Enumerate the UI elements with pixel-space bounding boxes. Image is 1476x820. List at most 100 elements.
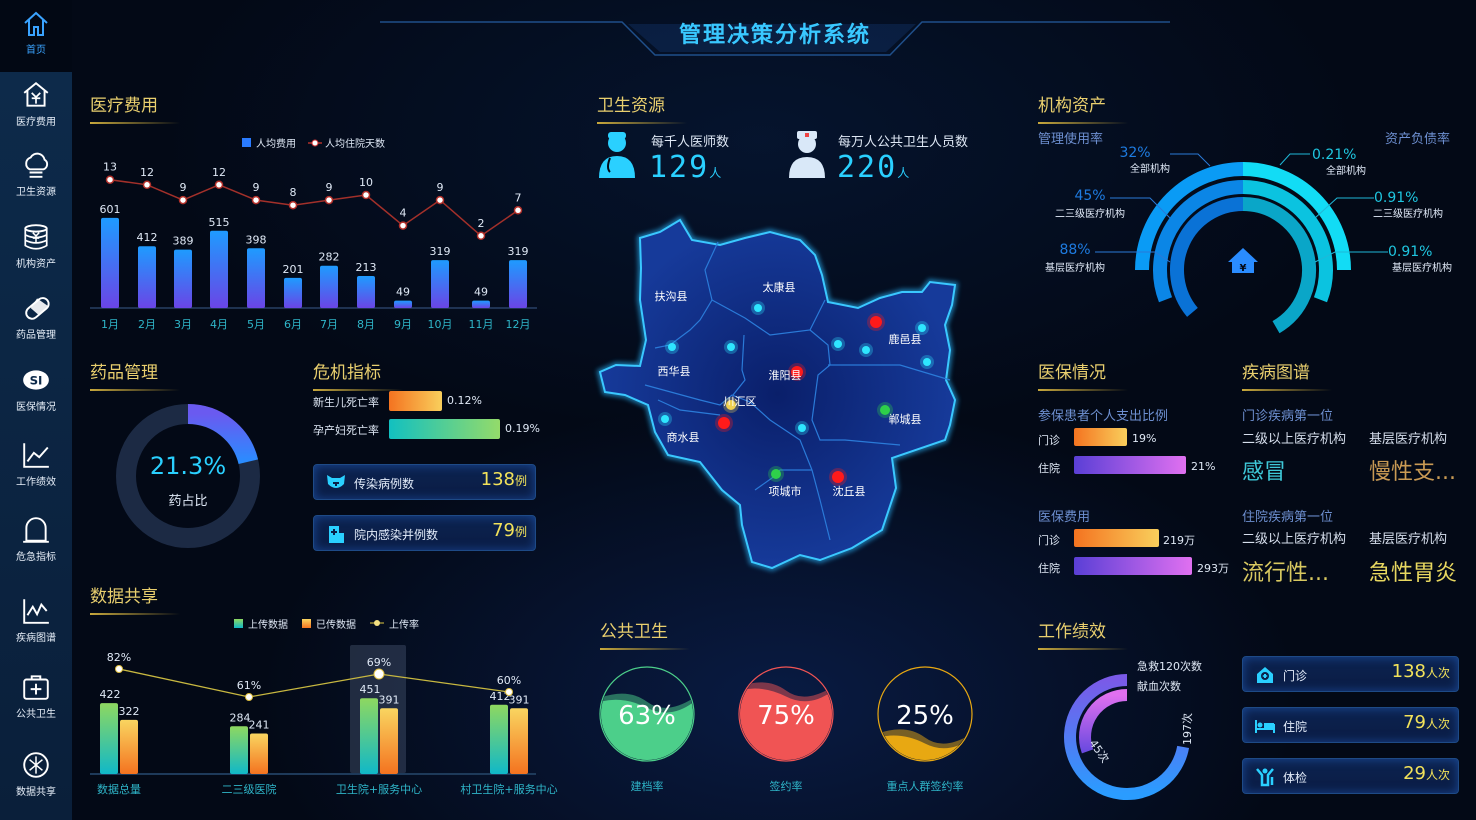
card-value: 79人次 — [1403, 712, 1450, 733]
emergency-value: 197次 — [1180, 713, 1194, 745]
inpatient-cost-value: 293万 — [1197, 562, 1229, 575]
pill-icon — [25, 297, 50, 320]
hospital-infection-card[interactable]: 院内感染并例数 79例 — [313, 515, 536, 551]
bed-icon — [1255, 720, 1275, 733]
bar-cost — [394, 300, 412, 308]
liquid-gauge-label: 签约率 — [770, 779, 803, 793]
point-label: 9 — [180, 181, 187, 194]
bar-label: 389 — [173, 235, 194, 248]
maternal-mortality-label: 孕产妇死亡率 — [313, 424, 379, 437]
line-chart-icon — [23, 443, 49, 468]
nurse-icon — [789, 131, 825, 178]
sidebar — [0, 72, 72, 820]
bar-transferred — [250, 733, 268, 774]
bar-cost — [138, 246, 156, 308]
card-number: 79 — [1403, 712, 1426, 733]
column-secondary-hospitals: 二级以上医疗机构 — [1242, 532, 1347, 547]
point-days — [288, 200, 298, 210]
point-rate — [245, 693, 253, 701]
doctor-icon — [599, 132, 635, 178]
bar-cost — [357, 276, 375, 308]
sidebar-item-3[interactable]: 机构资产 — [0, 222, 72, 270]
point-days — [142, 180, 152, 190]
section-title-public-health: 公共卫生 — [600, 617, 690, 650]
sidebar-item-1[interactable]: 医疗费用 — [0, 80, 72, 128]
share-icon — [23, 752, 49, 778]
infectious-cases-card[interactable]: 传染病例数 138例 — [313, 464, 536, 500]
bar-uploaded — [360, 698, 378, 774]
section-title-health-resources: 卫生资源 — [597, 91, 687, 124]
data-share-chart: 上传数据 已传数据 上传率422322数据总量284241二三级医院451391卫生… — [90, 618, 558, 796]
point-days — [178, 195, 188, 205]
header-frame — [380, 21, 1170, 56]
performance-card-2[interactable]: 住院 79人次 — [1242, 707, 1459, 743]
point-rate — [505, 688, 513, 696]
bar-cost — [284, 277, 302, 308]
liquid-fill — [740, 688, 832, 760]
inpatient-label: 住院 — [1038, 462, 1060, 475]
x-tick-label: 3月 — [174, 318, 192, 331]
inpatient-top-disease-secondary: 流行性... — [1242, 561, 1329, 586]
x-tick-label: 5月 — [247, 318, 265, 331]
sidebar-item-home[interactable]: 首页 — [0, 0, 72, 72]
sidebar-item-8[interactable]: 疾病图谱 — [0, 596, 72, 644]
bar-label: 391 — [379, 693, 400, 706]
neonatal-mortality-value: 0.12% — [447, 394, 482, 407]
public-health-gauges: 63% 建档率 75% 签约率 25% 重点人群签约率 — [599, 666, 973, 793]
bar-label: 284 — [230, 711, 251, 724]
public-health-staff-value: 220人 — [837, 150, 911, 185]
point-days — [324, 195, 334, 205]
legend-marker-rate — [374, 620, 380, 626]
x-tick-label: 1月 — [101, 318, 119, 331]
public-health-staff-label: 每万人公共卫生人员数 — [838, 135, 969, 150]
section-title-drugs: 药品管理 — [90, 358, 180, 391]
sidebar-item-label: 药品管理 — [16, 330, 56, 341]
performance-card-3[interactable]: 体检 29人次 — [1242, 758, 1459, 794]
point-label: 61% — [237, 679, 261, 692]
svg-text:SI: SI — [30, 373, 43, 387]
personal-expense-ratio-title: 参保患者个人支出比例 — [1038, 409, 1169, 424]
line-rate — [118, 668, 510, 698]
sidebar-item-6[interactable]: 工作绩效 — [0, 440, 72, 488]
sidebar-item-5[interactable]: SI 医保情况 — [0, 365, 72, 413]
bar-label: 282 — [319, 251, 340, 264]
card-unit: 例 — [514, 525, 527, 539]
house-yuan-icon — [23, 81, 49, 107]
section-title-medical-cost: 医疗费用 — [90, 91, 180, 124]
sidebar-item-9[interactable]: 公共卫生 — [0, 672, 72, 720]
sidebar-item-label: 工作绩效 — [16, 477, 56, 488]
bar-label: 322 — [119, 705, 140, 718]
sidebar-item-label: 危急指标 — [16, 552, 56, 563]
stat-unit: 人 — [709, 166, 724, 180]
point-label: 4 — [400, 207, 407, 220]
inpatient-disease-title: 住院疾病第一位 — [1242, 510, 1334, 525]
liquid-gauge-ring — [599, 666, 695, 762]
point-label: 10 — [359, 176, 373, 189]
inpatient-label: 住院 — [1038, 562, 1060, 575]
medical-kit-icon — [23, 675, 49, 700]
maternal-mortality-value: 0.19% — [505, 422, 540, 435]
bar-label: 49 — [474, 286, 488, 299]
bar-cost — [174, 249, 192, 308]
performance-card-1[interactable]: 门诊 138人次 — [1242, 656, 1459, 692]
legend-label: 上传率 — [389, 618, 419, 631]
point-label: 9 — [326, 181, 333, 194]
legend-swatch-uploaded — [234, 619, 243, 628]
sidebar-item-2[interactable]: 卫生资源 — [0, 150, 72, 198]
bar-cost — [247, 248, 265, 308]
si-logo-icon: SI — [23, 370, 49, 390]
card-unit: 人次 — [1425, 717, 1450, 731]
legend-label: 已传数据 — [316, 618, 356, 631]
inpatient-cost-bar — [1074, 557, 1192, 575]
bar-label: 398 — [246, 233, 267, 246]
sidebar-item-10[interactable]: 数据共享 — [0, 750, 72, 798]
liquid-gauge-label: 建档率 — [631, 779, 664, 793]
emergency-arc — [1064, 674, 1190, 800]
usage-rate-label: 管理使用率 — [1038, 132, 1104, 147]
sidebar-item-4[interactable]: 药品管理 — [0, 293, 72, 341]
section-title-insurance: 医保情况 — [1038, 358, 1128, 391]
outpatient-cost-bar — [1074, 529, 1159, 547]
point-label: 7 — [515, 191, 522, 204]
sidebar-item-7[interactable]: 危急指标 — [0, 515, 72, 563]
inpatient-ratio-bar — [1074, 456, 1186, 474]
